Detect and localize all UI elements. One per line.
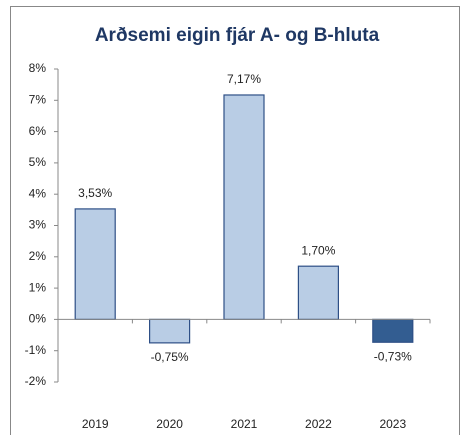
x-tick-label: 2021 — [231, 417, 258, 431]
value-label: 7,17% — [227, 72, 261, 86]
chart-frame — [10, 6, 460, 435]
value-label: -0,73% — [374, 349, 412, 363]
y-tick-label: 6% — [29, 124, 47, 138]
x-tick-label: 2020 — [156, 417, 183, 431]
value-label: 1,70% — [301, 243, 335, 257]
x-tick-label: 2022 — [305, 417, 332, 431]
value-label: 3,53% — [78, 186, 112, 200]
bar — [372, 318, 414, 343]
y-tick-label: 2% — [29, 249, 47, 263]
x-tick-label: 2019 — [82, 417, 109, 431]
x-tick-label: 2023 — [379, 417, 406, 431]
bar — [297, 265, 339, 321]
bar — [223, 94, 265, 321]
y-tick-label: 7% — [29, 92, 47, 106]
bar — [149, 318, 191, 344]
y-tick-label: 4% — [29, 186, 47, 200]
bar — [74, 208, 116, 320]
y-tick-label: 1% — [29, 280, 47, 294]
y-tick-label: -1% — [25, 343, 47, 357]
y-tick-label: -2% — [25, 374, 47, 388]
chart-title: Arðsemi eigin fjár A- og B-hluta — [95, 25, 380, 46]
y-tick-label: 5% — [29, 155, 47, 169]
value-label: -0,75% — [151, 350, 189, 364]
y-tick-label: 8% — [29, 61, 47, 75]
y-tick-label: 0% — [29, 312, 47, 326]
y-tick-label: 3% — [29, 218, 47, 232]
